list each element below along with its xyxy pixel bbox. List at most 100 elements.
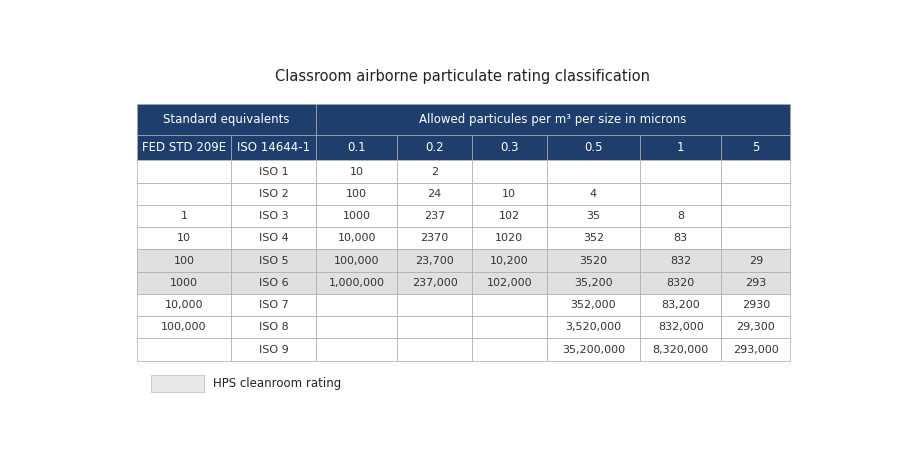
Bar (546, 135, 640, 160)
Text: ISO 5: ISO 5 (258, 256, 288, 266)
Text: 0.1: 0.1 (347, 141, 365, 154)
Bar (397, 249, 472, 272)
Bar (316, 294, 397, 316)
Text: 2930: 2930 (741, 300, 769, 310)
Bar (137, 294, 231, 316)
Bar (546, 338, 640, 360)
Text: FED STD 209E: FED STD 209E (142, 141, 226, 154)
Bar (397, 135, 472, 160)
Bar (721, 135, 789, 160)
Text: 102: 102 (498, 211, 520, 221)
Text: 100,000: 100,000 (334, 256, 379, 266)
Bar (316, 135, 397, 160)
Bar (316, 227, 397, 249)
Bar (316, 104, 789, 135)
Text: ISO 4: ISO 4 (258, 233, 288, 243)
Bar (316, 316, 397, 338)
Bar (640, 205, 721, 227)
Text: 83: 83 (673, 233, 687, 243)
Bar (472, 205, 546, 227)
Text: ISO 2: ISO 2 (258, 189, 288, 199)
Text: ISO 7: ISO 7 (258, 300, 288, 310)
Bar (137, 272, 231, 294)
Text: 1: 1 (676, 141, 684, 154)
Text: 100,000: 100,000 (161, 322, 207, 332)
Bar (546, 183, 640, 205)
Text: ISO 6: ISO 6 (258, 278, 288, 288)
Bar (137, 160, 231, 183)
Bar (472, 249, 546, 272)
Bar (721, 183, 789, 205)
Bar (397, 227, 472, 249)
Text: 35: 35 (585, 211, 600, 221)
Text: 832: 832 (669, 256, 691, 266)
Bar (546, 294, 640, 316)
Text: 5: 5 (751, 141, 759, 154)
Text: Classroom airborne particulate rating classification: Classroom airborne particulate rating cl… (275, 69, 649, 84)
Text: 10,000: 10,000 (337, 233, 375, 243)
Bar (472, 135, 546, 160)
Bar (137, 227, 231, 249)
Bar (397, 183, 472, 205)
Bar (316, 249, 397, 272)
Bar (472, 294, 546, 316)
Text: 29: 29 (748, 256, 762, 266)
Bar (472, 272, 546, 294)
Text: 10,200: 10,200 (490, 256, 528, 266)
Bar (316, 160, 397, 183)
Text: 10: 10 (349, 166, 364, 176)
Text: 8320: 8320 (666, 278, 694, 288)
Bar (721, 316, 789, 338)
Bar (640, 316, 721, 338)
Text: 1000: 1000 (342, 211, 370, 221)
Bar (640, 249, 721, 272)
Bar (397, 205, 472, 227)
Bar (472, 338, 546, 360)
Bar (231, 227, 316, 249)
Text: 102,000: 102,000 (486, 278, 531, 288)
Text: 237: 237 (424, 211, 445, 221)
Bar (640, 160, 721, 183)
Bar (721, 205, 789, 227)
Bar (472, 227, 546, 249)
Text: 0.2: 0.2 (425, 141, 444, 154)
Bar (546, 160, 640, 183)
Text: 1,000,000: 1,000,000 (328, 278, 384, 288)
Bar (231, 135, 316, 160)
Bar (640, 135, 721, 160)
Text: Standard equivalents: Standard equivalents (163, 113, 290, 126)
Bar (721, 338, 789, 360)
Bar (546, 249, 640, 272)
Text: 100: 100 (173, 256, 194, 266)
Text: ISO 9: ISO 9 (258, 345, 288, 355)
Text: 4: 4 (589, 189, 596, 199)
Bar (546, 227, 640, 249)
Text: 293: 293 (744, 278, 766, 288)
Bar (316, 183, 397, 205)
Bar (316, 205, 397, 227)
Bar (721, 227, 789, 249)
Bar (397, 160, 472, 183)
Text: 3520: 3520 (579, 256, 607, 266)
Text: 8,320,000: 8,320,000 (652, 345, 708, 355)
Text: 1: 1 (180, 211, 188, 221)
Text: 10,000: 10,000 (165, 300, 203, 310)
Text: 0.3: 0.3 (500, 141, 518, 154)
Bar (137, 104, 316, 135)
Bar (546, 205, 640, 227)
Bar (721, 160, 789, 183)
Text: 2370: 2370 (420, 233, 448, 243)
Text: 35,200,000: 35,200,000 (561, 345, 624, 355)
Bar (231, 316, 316, 338)
Bar (397, 338, 472, 360)
Bar (231, 338, 316, 360)
Bar (472, 160, 546, 183)
Bar (231, 205, 316, 227)
Text: Allowed particules per m³ per size in microns: Allowed particules per m³ per size in mi… (419, 113, 686, 126)
Bar (472, 183, 546, 205)
Bar (231, 160, 316, 183)
Bar (546, 272, 640, 294)
Bar (472, 316, 546, 338)
Bar (316, 272, 397, 294)
Bar (231, 183, 316, 205)
